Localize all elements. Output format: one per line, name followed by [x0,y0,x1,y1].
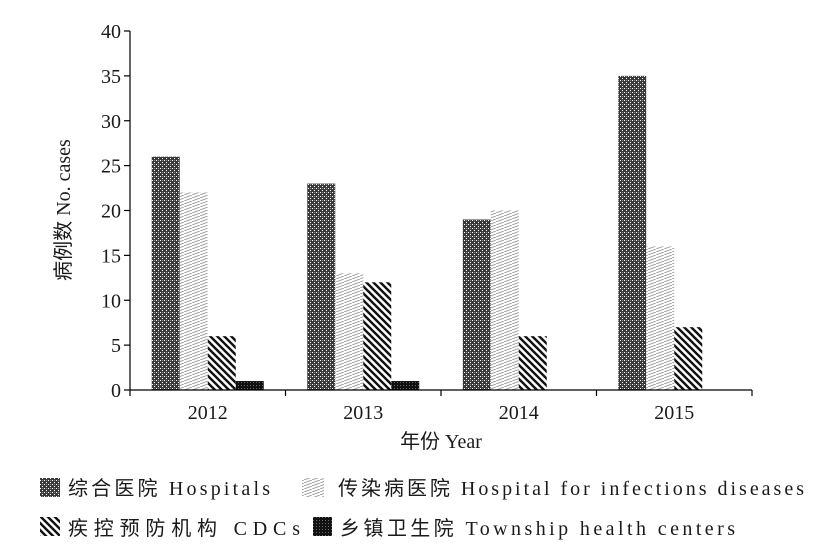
x-axis-label: 年份 Year [400,430,482,453]
legend-label-cdcs: 疾控预防机构 CDCs [68,517,300,540]
bar-series-2-2015 [646,246,675,390]
bar-series-2-2012 [179,192,208,390]
bar-series-2-2013 [335,273,364,390]
legend-swatch-township [313,517,332,536]
y-tick-label: 5 [111,335,121,357]
bar-series-3-2014 [518,336,547,390]
bar-series-3-2015 [674,327,703,390]
legend-label-township: 乡镇卫生院 Township health centers [340,517,735,540]
bar-series-1-2013 [307,183,336,390]
legend-label-hospitals: 综合医院 Hospitals [68,477,270,500]
bar-series-3-2013 [363,282,392,390]
x-axis-ticks: 2012 2013 2014 2015 [129,390,753,424]
x-tick-label: 2013 [343,402,383,424]
bar-series-1-2015 [618,75,647,390]
x-tick-label: 2015 [654,402,694,424]
y-tick-label: 25 [101,156,121,178]
legend-item-hospitals: 综合医院 Hospitals [40,477,270,500]
bar-series-4-2012 [235,381,264,390]
x-tick-label: 2014 [499,402,539,424]
legend-swatch-infections-hospital [302,478,324,497]
y-tick-label: 10 [101,290,121,312]
y-tick-label: 30 [101,111,121,133]
legend-item-infections-hospital: 传染病医院 Hospital for infections diseases [302,477,804,500]
bar-series-1-2012 [151,156,180,390]
legend-item-cdcs: 疾控预防机构 CDCs [40,517,300,540]
legend: 综合医院 Hospitals 传染病医院 Hospital for infect… [40,477,804,540]
bar-series-4-2013 [391,381,420,390]
bar-series-1-2014 [462,219,491,390]
legend-swatch-hospitals [40,478,60,497]
y-tick-label: 0 [111,380,121,402]
bar-series-2-2014 [490,210,519,390]
y-axis-label: 病例数 No. cases [52,139,75,281]
y-tick-label: 20 [101,201,121,223]
bar-series-3-2012 [207,336,236,390]
legend-label-infections-hospital: 传染病医院 Hospital for infections diseases [338,477,804,500]
legend-item-township: 乡镇卫生院 Township health centers [313,517,735,540]
legend-swatch-cdcs [40,517,60,536]
y-tick-label: 40 [101,21,121,43]
x-tick-label: 2012 [188,402,228,424]
y-axis-ticks: 0 5 10 15 20 25 30 35 40 [101,21,130,402]
y-tick-label: 15 [101,245,121,267]
bars-group [151,75,703,390]
y-tick-label: 35 [101,66,121,88]
